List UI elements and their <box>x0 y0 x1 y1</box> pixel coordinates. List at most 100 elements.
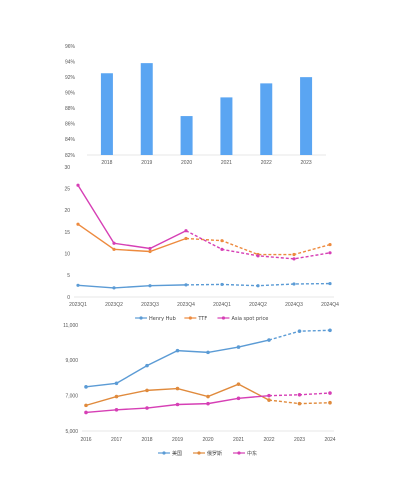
bar <box>220 97 233 155</box>
data-point <box>256 284 260 288</box>
data-point <box>206 394 210 399</box>
data-point <box>292 282 296 286</box>
data-point <box>175 348 180 353</box>
bar <box>140 63 153 155</box>
data-point <box>206 350 210 355</box>
x-tick-label: 2023 <box>294 437 305 443</box>
x-tick-label: 2024Q4 <box>321 302 339 308</box>
data-point <box>236 345 241 349</box>
legend-label: Asia spot price <box>231 316 268 322</box>
data-point <box>297 401 302 406</box>
legend: Henry Hub TTF Asia spot price <box>135 316 268 322</box>
y-tick-label: 25 <box>64 186 70 192</box>
y-tick-label: 30 <box>64 165 70 171</box>
data-point <box>112 247 116 251</box>
data-point <box>267 398 271 402</box>
data-point <box>220 282 224 287</box>
y-tick-label: 90% <box>65 91 76 97</box>
y-tick-label: 5 <box>67 273 70 279</box>
data-point <box>267 338 271 342</box>
data-point <box>328 391 332 395</box>
legend: 美国 俄罗斯 中东 <box>158 450 257 457</box>
y-tick-label: 0 <box>67 295 70 301</box>
x-tick-label: 2020 <box>202 437 213 443</box>
data-point <box>145 388 149 393</box>
x-tick-label: 2024 <box>324 437 335 443</box>
x-tick-label: 2019 <box>141 160 152 166</box>
data-point <box>175 386 180 391</box>
y-tick-label: 88% <box>65 106 76 112</box>
data-point <box>148 246 152 251</box>
y-tick-label: 84% <box>65 137 76 143</box>
y-tick-label: 9,000 <box>65 358 78 364</box>
y-tick-label: 11,000 <box>63 323 78 329</box>
x-tick-label: 2024Q3 <box>285 302 303 308</box>
data-point <box>292 257 296 261</box>
data-point <box>292 252 296 257</box>
x-tick-label: 2024Q1 <box>213 302 231 308</box>
series-line <box>77 223 187 253</box>
data-point <box>114 408 119 412</box>
legend-label: 中东 <box>247 450 257 457</box>
data-point <box>206 401 210 406</box>
legend-swatch-marker <box>197 451 201 455</box>
y-tick-label: 96% <box>65 44 76 50</box>
data-point <box>76 222 80 226</box>
bar <box>260 83 273 155</box>
x-tick-label: 2017 <box>111 437 122 443</box>
data-point <box>267 393 271 398</box>
y-tick-label: 15 <box>64 230 70 236</box>
data-point <box>184 229 188 233</box>
legend-label: TTF <box>197 316 207 322</box>
data-point <box>328 251 332 255</box>
data-point <box>148 249 152 254</box>
legend-swatch-marker <box>237 451 241 455</box>
data-point <box>175 402 180 407</box>
data-point <box>148 284 152 288</box>
data-point <box>184 236 188 241</box>
data-point <box>84 403 88 408</box>
y-tick-label: 7,000 <box>65 393 78 399</box>
data-point <box>220 239 224 243</box>
bar <box>100 73 113 155</box>
legend-label: 俄罗斯 <box>207 450 222 457</box>
bar <box>300 77 313 155</box>
series-line <box>77 284 187 289</box>
bar <box>180 116 193 155</box>
y-tick-label: 82% <box>65 153 76 159</box>
data-point <box>297 329 302 333</box>
legend-label: 美国 <box>172 450 182 457</box>
series-line <box>85 339 270 388</box>
data-point <box>236 382 241 386</box>
data-point <box>84 385 88 389</box>
data-point <box>114 394 119 399</box>
x-tick-label: 2021 <box>221 160 232 166</box>
legend-label: Henry Hub <box>149 316 176 322</box>
legend-swatch-marker <box>188 316 192 320</box>
data-point <box>112 241 116 245</box>
x-tick-label: 2019 <box>172 437 183 443</box>
data-point <box>236 396 241 401</box>
x-tick-label: 2023Q4 <box>177 302 195 308</box>
x-tick-label: 2022 <box>261 160 272 166</box>
x-tick-label: 2018 <box>141 437 152 443</box>
data-point <box>112 286 116 290</box>
x-tick-label: 2024Q2 <box>249 302 267 308</box>
data-point <box>220 247 224 251</box>
data-point <box>145 363 149 368</box>
data-point <box>297 392 302 397</box>
data-point <box>76 183 80 187</box>
data-point <box>328 242 332 247</box>
legend-swatch-marker <box>162 451 166 455</box>
x-tick-label: 2022 <box>263 437 274 443</box>
y-tick-label: 92% <box>65 75 76 81</box>
series-line <box>77 184 187 250</box>
y-tick-label: 5,000 <box>65 429 78 435</box>
x-tick-label: 2016 <box>80 437 91 443</box>
y-tick-label: 86% <box>65 122 76 128</box>
x-tick-label: 2023Q2 <box>105 302 123 308</box>
x-tick-label: 2020 <box>181 160 192 166</box>
